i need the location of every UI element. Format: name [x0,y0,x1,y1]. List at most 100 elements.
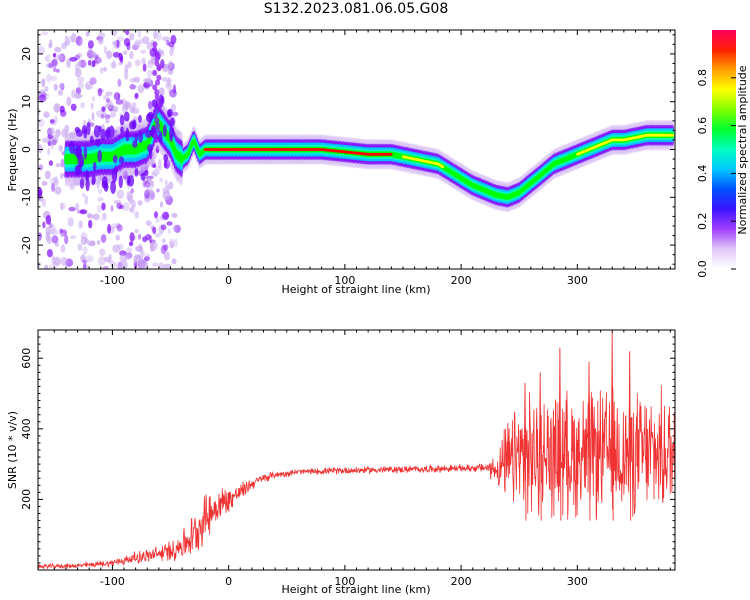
spectrogram-noise-blob [51,58,58,67]
spectrogram-noise-blob [158,262,165,269]
spectrogram-noise-blob [100,114,105,119]
spectrogram-noise-blob [45,215,52,225]
spectrogram-noise-blob [123,104,129,110]
spectrogram-noise-blob [163,244,169,251]
y-tick-label: -20 [20,236,33,254]
spectrogram-noise-blob [83,145,88,160]
spectrogram-noise-blob [50,229,59,236]
spectrogram-noise-blob [91,96,96,102]
spectrogram-noise-blob [146,77,153,86]
spectrogram-noise-blob [137,233,142,240]
spectrogram-noise-blob [148,100,153,110]
spectrogram-noise-blob [46,249,53,258]
spectrogram-noise-blob [38,164,44,171]
spectrogram-noise-blob [77,209,85,214]
spectrogram-spike-blob [154,50,160,57]
spectrogram-noise-blob [129,106,136,114]
spectrogram-noise-blob [156,32,162,41]
spectrogram-noise-blob [50,59,58,66]
x-tick-label: 300 [567,575,588,588]
spectrogram-noise-blob [51,235,59,244]
spectrogram-noise-blob [134,132,138,143]
spectrogram-noise-blob [96,240,101,245]
spectrogram-noise-blob [91,174,96,185]
x-tick-label: -100 [100,575,125,588]
spectrogram-noise-blob [54,242,60,247]
spectrogram-noise-blob [156,188,160,193]
spectrogram-noise-blob [159,177,164,183]
colorbar: 0.0 0.2 0.4 0.6 0.8 Normalized spectral ampl… [696,30,749,278]
spectrogram-noise-blob [76,76,85,83]
spectrogram-noise-blob [89,77,97,85]
spectrogram-noise-blob [76,52,83,58]
spectrogram-noise-blob [82,119,87,127]
spectrogram-noise-blob [80,232,88,240]
spectrogram-noise-blob [169,126,175,138]
spectrogram-noise-blob [123,111,130,122]
spectrogram-noise-blob [113,92,119,101]
spectrogram-noise-blob [41,31,49,36]
spectrogram-noise-blob [96,204,102,213]
spectrogram-noise-blob [143,82,150,88]
spectrogram-noise-blob [134,39,141,45]
x-tick-label: 0 [225,575,232,588]
spectrogram-spike-blob [154,55,160,62]
spectrogram-noise-blob [138,131,143,143]
spectrogram-noise-blob [67,217,74,227]
spectrogram-noise-blob [113,92,121,101]
spectrogram-noise-blob [91,112,95,121]
spectrogram-ridge-blob [671,133,675,137]
spectrogram-noise-blob [143,80,151,90]
spectrogram-noise-blob [116,202,123,210]
spectrogram-noise-blob [60,202,64,211]
spectrogram-noise-blob [152,262,159,267]
y-tick-label: -10 [20,188,33,206]
spectrogram-noise-blob [162,187,167,195]
spectrogram-y-label: Frequency (Hz) [6,109,19,192]
spectrogram-noise-blob [167,228,171,235]
spectrogram-noise-blob [68,206,76,212]
snr-y-ticks: 200 400 600 [20,336,675,564]
spectrogram-noise-blob [111,223,117,229]
spectrogram-noise-blob [119,114,125,126]
spectrogram-noise-blob [100,234,107,243]
spectrogram-noise-blob [115,234,120,241]
spectrogram-noise-blob [107,223,112,234]
spectrogram-noise-blob [122,202,130,212]
spectrogram-noise-blob [70,33,77,43]
spectrogram-noise-blob [134,254,142,260]
spectrogram-noise-blob [158,131,163,144]
colorbar-tick-label: 0.6 [696,117,709,135]
x-tick-label: 200 [451,274,472,287]
spectrogram-noise-blob [161,238,166,244]
spectrogram-noise-blob [55,129,61,137]
spectrogram-noise-blob [146,42,153,50]
snr-series-line [38,385,675,570]
spectrogram-spike-blob [154,93,160,100]
spectrogram-noise-blob [115,99,124,105]
spectrogram-noise-blob [80,254,86,262]
spectrogram-noise-blob [85,81,93,90]
spectrogram-noise-blob [96,110,104,118]
colorbar-tick-label: 0.8 [696,69,709,87]
snr-spike [538,372,542,521]
colorbar-gradient [712,30,736,269]
y-tick-label: 200 [20,489,33,510]
spectrogram-noise-blob [150,180,154,188]
spectrogram-noise-blob [152,226,157,234]
spectrogram-noise-blob [77,60,83,68]
spectrogram-noise-blob [171,111,179,117]
y-tick-label: 10 [20,95,33,109]
snr-panel: -100 0 100 200 300 200 400 600 Height of strai… [6,329,676,596]
spectrogram-noise-blob [82,263,87,269]
spectrogram-noise-blob [91,51,97,59]
spectrogram-noise-blob [172,84,177,94]
spectrogram-noise-blob [82,246,88,255]
spectrogram-noise-blob [48,160,54,166]
spectrogram-noise-blob [99,248,106,257]
spectrogram-noise-blob [169,117,175,127]
x-tick-label: 100 [334,575,355,588]
spectrogram-noise-blob [53,103,61,113]
spectrogram-noise-blob [86,121,91,135]
spectrogram-noise-blob [76,129,83,137]
